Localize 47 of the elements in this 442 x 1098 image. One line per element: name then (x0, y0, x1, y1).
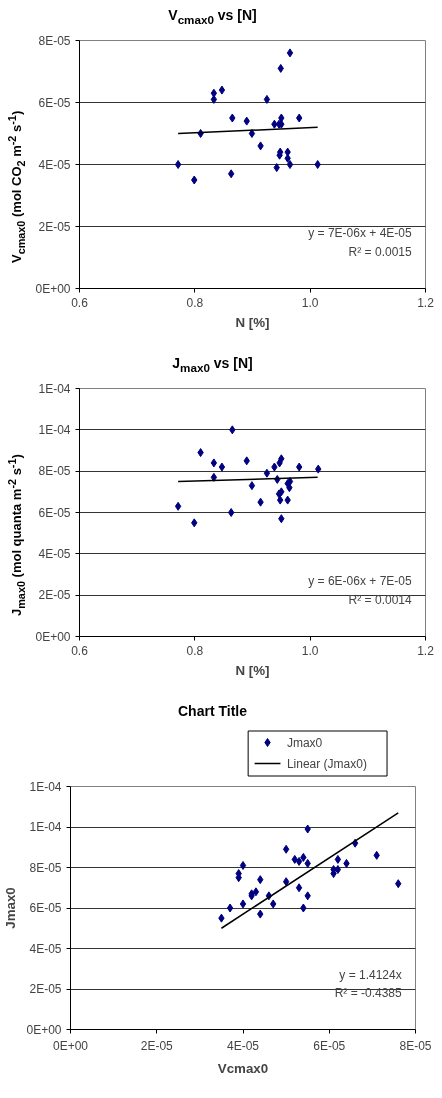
y-tick-label: 8E-05 (29, 860, 62, 875)
y-tick-label: 4E-05 (29, 941, 62, 956)
annotation: y = 6E-06x + 7E-05 (308, 574, 412, 589)
x-tick-label: 0.6 (71, 643, 89, 658)
y-tick-label: 0E+00 (26, 1022, 62, 1037)
x-axis-title: N [%] (235, 314, 270, 330)
x-tick-label: 1.2 (417, 643, 435, 658)
y-tick-label: 6E-05 (29, 901, 62, 915)
annotation: y = 1.4124x (339, 968, 402, 983)
x-tick-label: 2E-05 (140, 1038, 174, 1053)
annotation: R² = -0.4385 (334, 986, 403, 1001)
annotation: R² = 0.0014 (348, 592, 412, 607)
chart-title: J$_{max0}$ vs [N] (172, 354, 253, 376)
y-tick-label: 2E-05 (38, 219, 71, 234)
y-tick-label: 4E-05 (38, 546, 71, 561)
chart-title: V$_{cmax0}$ vs [N] (168, 6, 257, 28)
x-axis-title: Vcmax0 (217, 1060, 269, 1076)
annotation: y = 7E-06x + 4E-05 (308, 226, 412, 241)
x-tick-label: 6E-05 (313, 1038, 346, 1053)
x-tick-label: 1.0 (301, 643, 319, 658)
y-tick-label: 8E-05 (38, 464, 71, 479)
y-tick-label: 0E+00 (35, 281, 71, 296)
annotation: R² = 0.0015 (348, 244, 412, 259)
y-tick-label: 1E-04 (29, 779, 62, 794)
x-tick-label: 8E-05 (399, 1038, 432, 1053)
x-tick-label: 0.8 (186, 295, 204, 310)
y-tick-label: 4E-05 (38, 157, 71, 172)
x-axis-title: N [%] (235, 662, 270, 678)
x-tick-label: 0.8 (186, 643, 204, 658)
y-tick-label: 1E-04 (38, 422, 71, 437)
y-tick-label: 6E-05 (38, 95, 71, 110)
y-tick-label: 8E-05 (38, 33, 71, 48)
legend-label: Linear (Jmax0) (286, 756, 367, 771)
x-tick-label: 1.0 (301, 295, 319, 310)
y-tick-label: 2E-05 (38, 588, 71, 603)
chart-title: Chart Title (178, 702, 247, 721)
x-tick-label: 1.2 (417, 295, 435, 310)
y-axis-title: Jmax0 (3, 887, 19, 929)
x-tick-label: 0.6 (71, 295, 89, 310)
legend-label: Jmax0 (286, 735, 323, 750)
y-tick-label: 2E-05 (29, 982, 62, 996)
x-tick-label: 0E+00 (52, 1038, 89, 1053)
x-tick-label: 4E-05 (226, 1038, 260, 1053)
y-tick-label: 0E+00 (35, 629, 71, 644)
y-tick-label: 1E-04 (38, 381, 71, 396)
y-tick-label: 1E-04 (29, 820, 62, 834)
y-tick-label: 6E-05 (38, 505, 71, 520)
